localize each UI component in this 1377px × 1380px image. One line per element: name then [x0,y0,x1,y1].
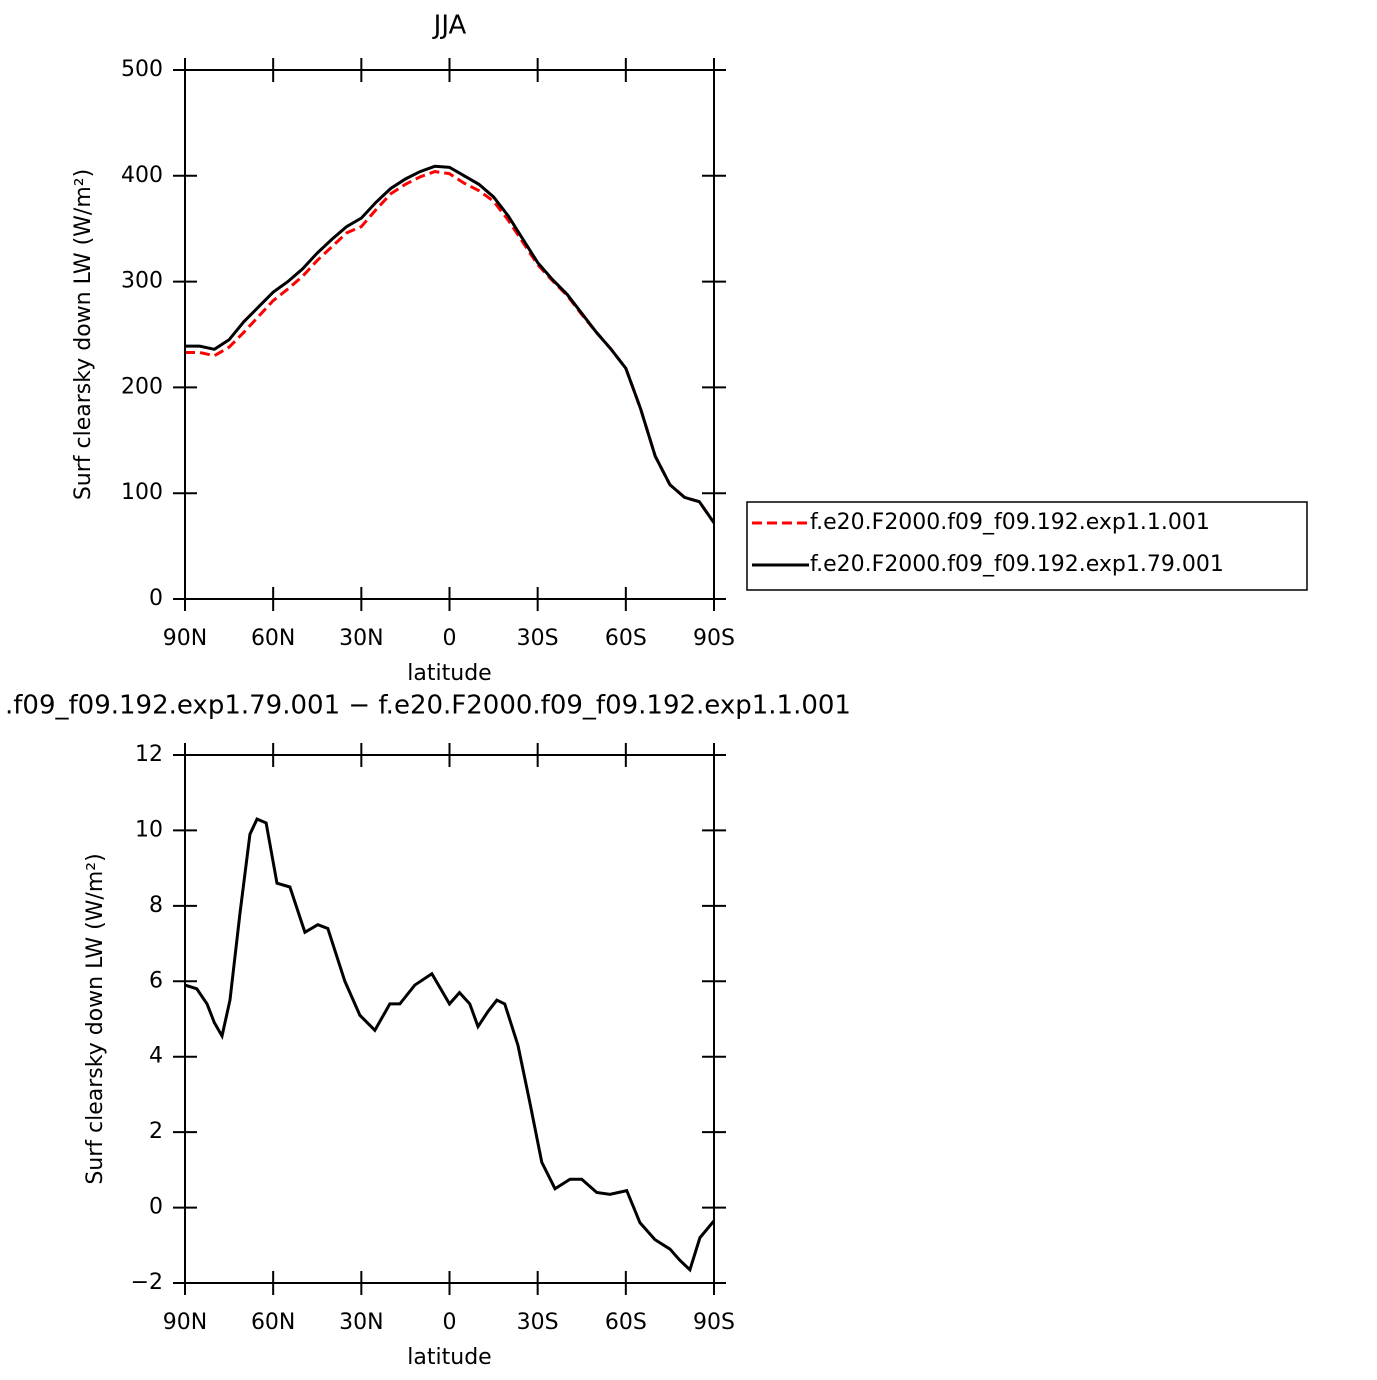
y-tick-label: 2 [149,1119,163,1144]
x-tick-label: 0 [443,1310,457,1335]
legend-label: f.e20.F2000.f09_f09.192.exp1.79.001 [810,552,1224,577]
chart-title: .f09_f09.192.exp1.79.001 − f.e20.F2000.f… [5,691,851,721]
y-tick-label: 10 [135,817,163,842]
y-tick-label: 300 [121,269,163,294]
y-tick-label: 400 [121,163,163,188]
data-line [185,164,716,524]
x-tick-label: 60N [251,626,295,651]
y-tick-label: 8 [149,893,163,918]
x-tick-label: 0 [443,626,457,651]
legend-box [746,501,1308,591]
y-tick-label: 6 [149,968,163,993]
x-tick-label: 30S [517,626,559,651]
x-axis-label: latitude [407,661,491,686]
chart-title: JJA [432,11,467,41]
plot-frame [184,754,715,1284]
data-line [185,170,716,524]
y-tick-label: 100 [121,480,163,505]
x-tick-label: 60S [605,626,647,651]
x-tick-label: 30N [339,626,383,651]
x-tick-label: 30N [339,1310,383,1335]
y-tick-label: 500 [121,57,163,82]
legend-label: f.e20.F2000.f09_f09.192.exp1.1.001 [810,510,1210,535]
plot-frame [184,69,715,600]
y-tick-label: 200 [121,374,163,399]
data-line [184,817,716,1273]
x-tick-label: 30S [517,1310,559,1335]
x-tick-label: 90N [163,1310,207,1335]
x-tick-label: 90N [163,626,207,651]
y-tick-label: 4 [149,1044,163,1069]
y-tick-label: 12 [135,742,163,767]
x-tick-label: 90S [693,1310,735,1335]
y-axis-label: Surf clearsky down LW (W/m²) [83,853,108,1184]
y-tick-label: −2 [131,1270,163,1295]
y-axis-label: Surf clearsky down LW (W/m²) [71,169,96,500]
x-tick-label: 60N [251,1310,295,1335]
x-tick-label: 90S [693,626,735,651]
y-tick-label: 0 [149,586,163,611]
y-tick-label: 0 [149,1195,163,1220]
x-axis-label: latitude [407,1345,491,1370]
x-tick-label: 60S [605,1310,647,1335]
